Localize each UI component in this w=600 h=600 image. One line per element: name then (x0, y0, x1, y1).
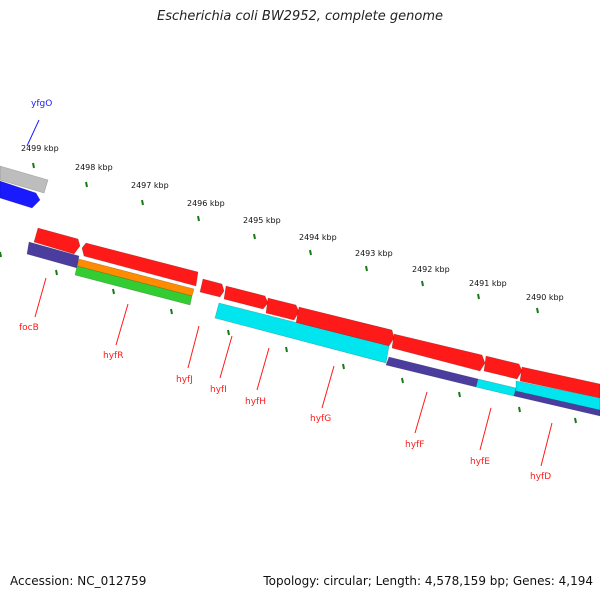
gene-leader-line (414, 391, 428, 434)
red-gene-arrow (265, 297, 300, 321)
tick-label: 2499 kbp (21, 144, 59, 153)
cyan-cds (475, 378, 517, 397)
gene-label-hyfE: hyfE (470, 457, 490, 467)
red-gene-arrow (519, 366, 600, 399)
major-tick-inner (574, 417, 577, 424)
major-tick (365, 265, 368, 272)
grey-feature (0, 165, 49, 194)
tick-label: 2494 kbp (299, 233, 337, 242)
green-cds (74, 265, 193, 306)
gene-label-focB: focB (19, 323, 39, 333)
map-title: Escherichia coli BW2952, complete genome (157, 9, 443, 24)
red-gene-arrow (223, 285, 269, 310)
gene-label-hyfF: hyfF (405, 440, 424, 450)
tick-label: 2491 kbp (469, 279, 507, 288)
major-tick (477, 293, 480, 300)
gene-label-hyfH: hyfH (245, 397, 266, 407)
major-tick-inner (112, 288, 115, 295)
major-tick (536, 307, 539, 314)
gene-leader-line (321, 365, 335, 409)
major-tick (421, 280, 424, 287)
gene-leader-line (256, 347, 270, 391)
major-tick-inner (458, 391, 461, 398)
gene-label-yfgO: yfgO (31, 99, 52, 109)
tick-label: 2495 kbp (243, 216, 281, 225)
red-gene-arrow (391, 333, 486, 372)
feature-layer (0, 165, 600, 417)
major-tick-inner (227, 329, 230, 336)
gene-label-hyfJ: hyfJ (176, 375, 193, 385)
major-tick-inner (0, 251, 2, 258)
accession-text: Accession: NC_012759 (10, 574, 147, 588)
tick-label: 2498 kbp (75, 163, 113, 172)
scale-ticks: 2499 kbp 2498 kbp 2497 kbp 2496 kbp 2495 kbp… (0, 144, 577, 424)
label-layer: yfgO focB hyfR hyfJ hyfI hyfH hyfG hyfF hyfE hyfD (19, 99, 553, 482)
major-tick (85, 181, 88, 188)
gene-leader-line (115, 303, 129, 346)
major-tick-inner (285, 346, 288, 353)
major-tick (309, 249, 312, 256)
red-gene-arrow (295, 306, 395, 347)
gene-leader-line (479, 407, 492, 451)
major-tick (197, 215, 200, 222)
gene-label-hyfR: hyfR (103, 351, 123, 361)
tick-label: 2492 kbp (412, 265, 450, 274)
major-tick-inner (342, 363, 345, 370)
gene-leader-line (26, 119, 40, 147)
tick-label: 2496 kbp (187, 199, 225, 208)
major-tick (32, 162, 35, 169)
gene-label-hyfI: hyfI (210, 385, 227, 395)
major-tick-inner (518, 406, 521, 413)
major-tick-inner (401, 377, 404, 384)
tick-label: 2497 kbp (131, 181, 169, 190)
red-gene-arrow (199, 278, 225, 298)
tick-label: 2493 kbp (355, 249, 393, 258)
cyan-cds (214, 302, 390, 364)
gene-leader-line (219, 335, 233, 379)
red-gene-arrow (81, 242, 199, 287)
major-tick-inner (170, 308, 173, 315)
genome-summary: Topology: circular; Length: 4,578,159 bp… (263, 574, 593, 588)
major-tick (253, 233, 256, 240)
red-gene-arrow (33, 227, 81, 255)
cyan-cds (515, 380, 600, 411)
red-gene-arrow (483, 355, 523, 380)
tick-label: 2490 kbp (526, 293, 564, 302)
gene-leader-line (187, 325, 200, 369)
gene-label-hyfG: hyfG (310, 414, 331, 424)
major-tick-inner (55, 269, 58, 276)
gene-leader-line (34, 277, 47, 318)
gene-leader-line (540, 422, 553, 467)
major-tick (141, 199, 144, 206)
gene-label-hyfD: hyfD (530, 472, 551, 482)
yfgO-arrow (0, 180, 41, 209)
